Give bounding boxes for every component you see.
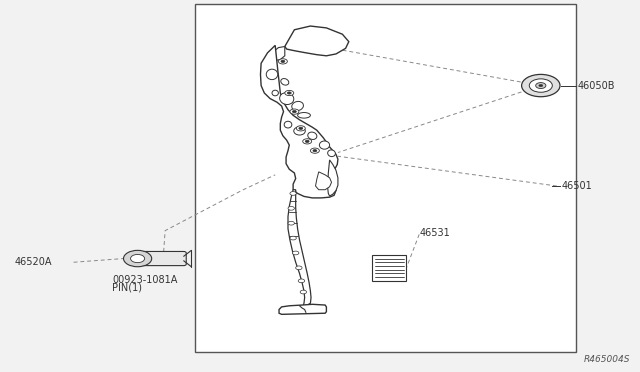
Circle shape bbox=[522, 74, 560, 97]
Text: 46520A: 46520A bbox=[14, 257, 52, 267]
Circle shape bbox=[124, 250, 152, 267]
Ellipse shape bbox=[308, 132, 317, 140]
Polygon shape bbox=[288, 190, 311, 309]
Text: 46050B: 46050B bbox=[577, 81, 615, 90]
Polygon shape bbox=[316, 172, 332, 190]
Text: 46501: 46501 bbox=[561, 181, 592, 191]
Polygon shape bbox=[274, 46, 285, 60]
Circle shape bbox=[300, 290, 307, 294]
Circle shape bbox=[296, 126, 305, 131]
Circle shape bbox=[529, 79, 552, 92]
Ellipse shape bbox=[292, 102, 303, 110]
Circle shape bbox=[305, 140, 309, 142]
Polygon shape bbox=[260, 45, 338, 198]
FancyBboxPatch shape bbox=[135, 251, 186, 266]
Circle shape bbox=[292, 251, 299, 255]
Text: 46531: 46531 bbox=[419, 228, 450, 237]
Ellipse shape bbox=[284, 121, 292, 128]
Circle shape bbox=[296, 266, 302, 270]
Bar bbox=[195, 4, 576, 352]
Circle shape bbox=[288, 206, 294, 210]
Circle shape bbox=[539, 84, 543, 87]
Polygon shape bbox=[285, 26, 349, 56]
Circle shape bbox=[303, 139, 312, 144]
Circle shape bbox=[287, 92, 291, 94]
Ellipse shape bbox=[281, 78, 289, 85]
Circle shape bbox=[131, 254, 145, 263]
Polygon shape bbox=[328, 160, 338, 196]
Circle shape bbox=[310, 148, 319, 153]
Ellipse shape bbox=[298, 112, 310, 118]
Circle shape bbox=[536, 83, 546, 89]
Ellipse shape bbox=[319, 141, 330, 149]
Text: PIN(1): PIN(1) bbox=[112, 282, 142, 292]
Circle shape bbox=[299, 127, 303, 129]
Polygon shape bbox=[372, 255, 406, 281]
Circle shape bbox=[288, 221, 294, 225]
Ellipse shape bbox=[266, 69, 278, 80]
Text: 00923-1081A: 00923-1081A bbox=[112, 275, 177, 285]
Circle shape bbox=[298, 279, 305, 283]
Circle shape bbox=[290, 192, 296, 195]
Circle shape bbox=[313, 150, 317, 152]
Circle shape bbox=[290, 109, 299, 114]
Ellipse shape bbox=[280, 93, 294, 105]
Ellipse shape bbox=[294, 127, 305, 135]
Text: R465004S: R465004S bbox=[584, 355, 630, 364]
Circle shape bbox=[281, 60, 285, 62]
Ellipse shape bbox=[272, 90, 278, 96]
Circle shape bbox=[278, 59, 287, 64]
Ellipse shape bbox=[328, 150, 335, 157]
Circle shape bbox=[285, 90, 294, 96]
Circle shape bbox=[292, 110, 296, 113]
Circle shape bbox=[290, 236, 296, 240]
Polygon shape bbox=[279, 304, 326, 314]
